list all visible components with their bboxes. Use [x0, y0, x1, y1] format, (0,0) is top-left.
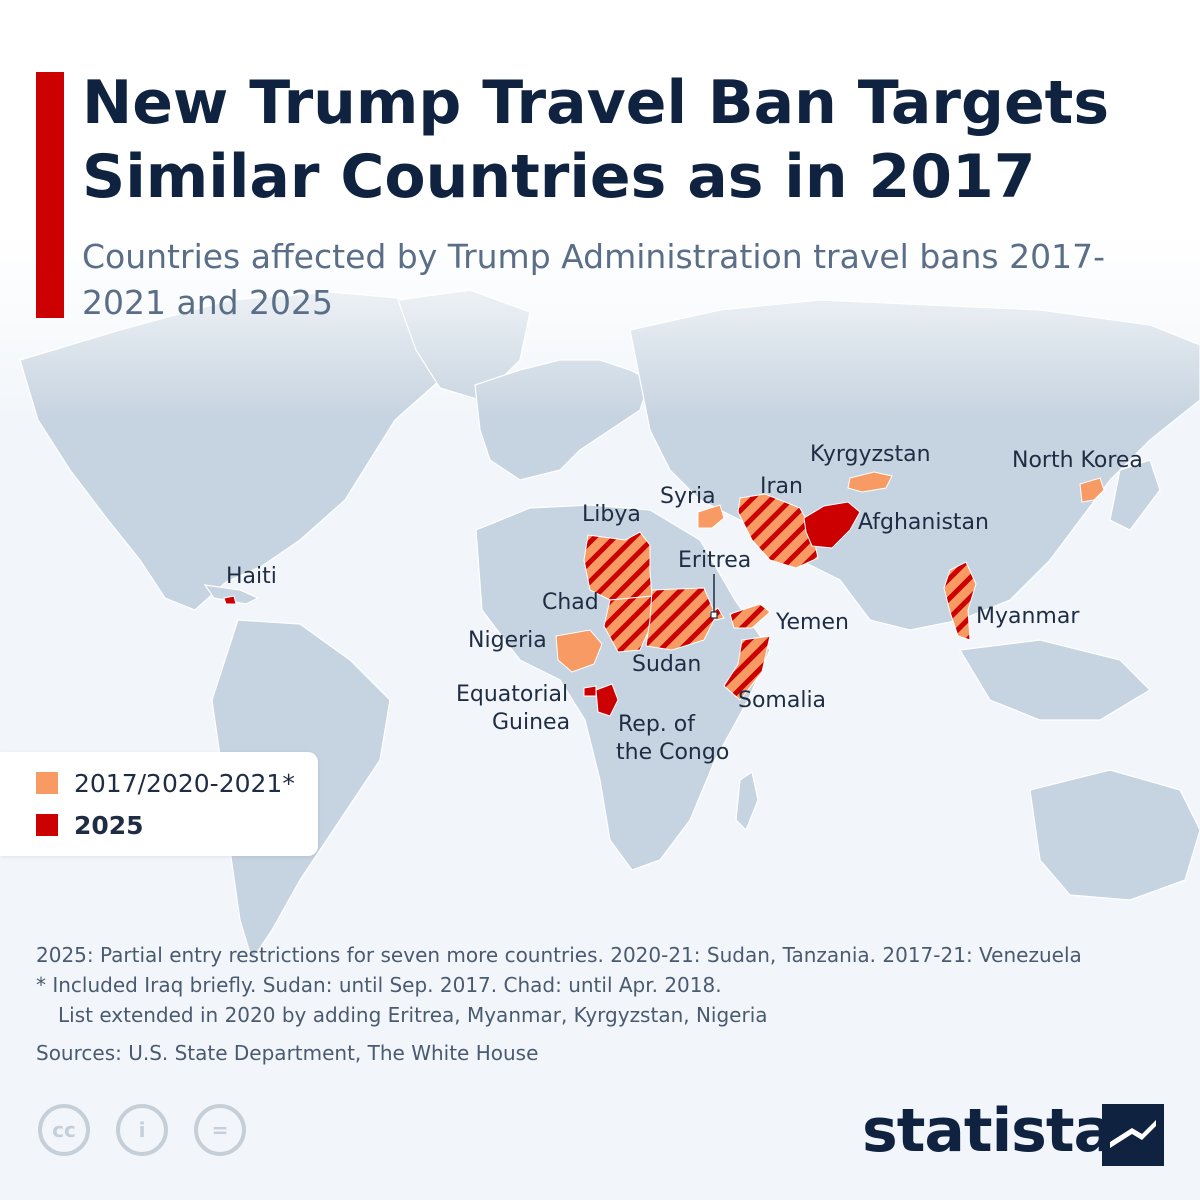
label-congo-line2: the Congo [616, 740, 730, 765]
label-nigeria: Nigeria [468, 628, 547, 653]
label-kyrgyzstan: Kyrgyzstan [810, 442, 931, 467]
label-afghanistan: Afghanistan [858, 510, 989, 535]
title-accent-bar [36, 72, 64, 318]
country-haiti [223, 595, 237, 605]
label-libya: Libya [582, 502, 641, 527]
eritrea-marker [710, 611, 718, 619]
label-syria: Syria [660, 484, 716, 509]
page-title: New Trump Travel Ban Targets Similar Cou… [82, 68, 1110, 212]
license-icons: cc i = [38, 1104, 246, 1156]
country-kyrgyzstan [847, 471, 893, 493]
landmass-europe [474, 359, 651, 481]
country-syria [697, 504, 725, 529]
label-equatorial-guinea-line1: Equatorial [456, 682, 569, 707]
landmass-madagascar [735, 771, 759, 832]
label-somalia: Somalia [738, 688, 827, 713]
landmass-japan [1109, 459, 1161, 531]
label-eritrea: Eritrea [678, 548, 752, 573]
footnotes: 2025: Partial entry restrictions for sev… [36, 940, 1176, 1068]
no-derivatives-icon[interactable]: = [194, 1104, 246, 1156]
landmass-southeast-asia [959, 639, 1151, 721]
label-sudan: Sudan [632, 652, 702, 677]
label-iran: Iran [760, 474, 803, 499]
country-yemen [729, 603, 771, 629]
cc-icon[interactable]: cc [38, 1104, 90, 1156]
landmass-australia [1029, 769, 1200, 901]
landmass-caribbean [203, 584, 260, 605]
statista-logo-text[interactable]: statista [862, 1096, 1114, 1166]
country-equatorial-guinea [583, 685, 597, 697]
country-iran [737, 493, 819, 569]
legend: 2017/2020-2021* 2025 [0, 752, 318, 856]
country-sudan [645, 587, 717, 651]
page-subtitle: Countries affected by Trump Administrati… [82, 237, 1105, 322]
footnote-line-3: List extended in 2020 by adding Eritrea,… [58, 1003, 768, 1027]
country-myanmar [943, 561, 977, 641]
footnote-line-1: 2025: Partial entry restrictions for sev… [36, 943, 1082, 967]
country-nigeria [555, 629, 603, 673]
label-haiti: Haiti [226, 564, 277, 589]
sources-line: Sources: U.S. State Department, The Whit… [36, 1041, 539, 1065]
footnote-line-2: * Included Iraq briefly. Sudan: until Se… [36, 973, 722, 997]
landmass-north-america [19, 291, 471, 611]
label-congo-line1: Rep. of [618, 712, 695, 737]
legend-item-earlier: 2017/2020-2021* [36, 768, 295, 798]
statista-logo-icon[interactable] [1102, 1104, 1164, 1166]
country-afghanistan [803, 501, 861, 549]
legend-item-2025: 2025 [36, 810, 144, 840]
legend-swatch-earlier [36, 772, 58, 794]
country-north-korea [1079, 477, 1105, 503]
label-north-korea: North Korea [1012, 448, 1143, 473]
country-somalia [723, 635, 771, 701]
legend-label-earlier: 2017/2020-2021* [74, 768, 295, 798]
attribution-icon[interactable]: i [116, 1104, 168, 1156]
label-myanmar: Myanmar [976, 604, 1080, 629]
country-libya [583, 531, 653, 601]
legend-swatch-2025 [36, 814, 58, 836]
label-chad: Chad [542, 590, 599, 615]
legend-label-2025: 2025 [74, 810, 144, 840]
label-equatorial-guinea-line2: Guinea [492, 710, 571, 735]
country-congo [595, 683, 619, 717]
label-yemen: Yemen [776, 610, 849, 635]
